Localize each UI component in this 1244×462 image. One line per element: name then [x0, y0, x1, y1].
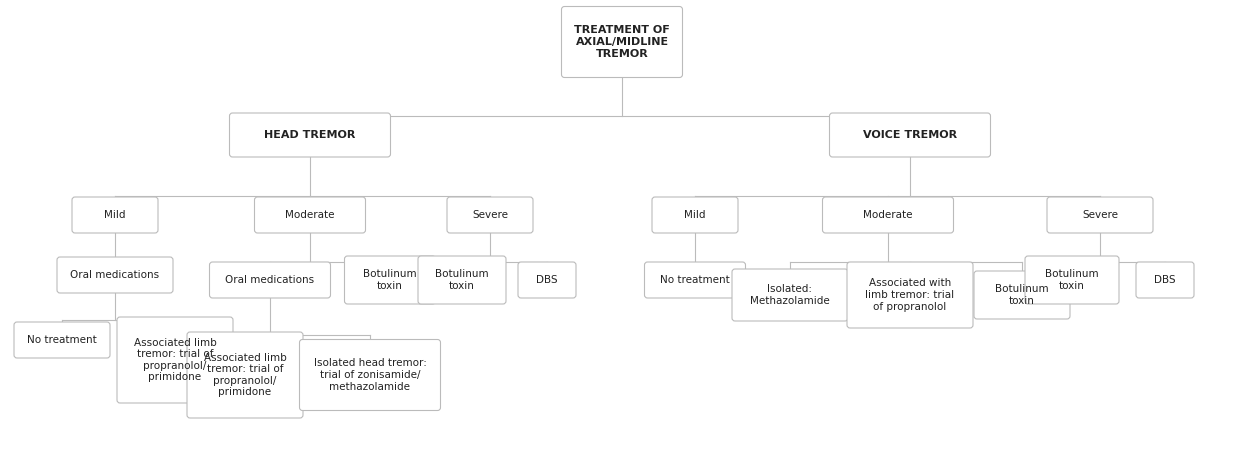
FancyBboxPatch shape	[847, 262, 973, 328]
FancyBboxPatch shape	[209, 262, 331, 298]
Text: No treatment: No treatment	[27, 335, 97, 345]
Text: Mild: Mild	[684, 210, 705, 220]
FancyBboxPatch shape	[229, 113, 391, 157]
Text: Isolated head tremor:
trial of zonisamide/
methazolamide: Isolated head tremor: trial of zonisamid…	[313, 359, 427, 392]
Text: Moderate: Moderate	[285, 210, 335, 220]
Text: Associated with
limb tremor: trial
of propranolol: Associated with limb tremor: trial of pr…	[866, 279, 954, 311]
FancyBboxPatch shape	[652, 197, 738, 233]
Text: Moderate: Moderate	[863, 210, 913, 220]
FancyBboxPatch shape	[345, 256, 435, 304]
Text: Botulinum
toxin: Botulinum toxin	[435, 269, 489, 291]
Text: No treatment: No treatment	[661, 275, 730, 285]
Text: Oral medications: Oral medications	[71, 270, 159, 280]
FancyBboxPatch shape	[187, 332, 304, 418]
FancyBboxPatch shape	[644, 262, 745, 298]
FancyBboxPatch shape	[300, 340, 440, 411]
Text: Oral medications: Oral medications	[225, 275, 315, 285]
FancyBboxPatch shape	[561, 6, 683, 78]
FancyBboxPatch shape	[1025, 256, 1120, 304]
FancyBboxPatch shape	[255, 197, 366, 233]
FancyBboxPatch shape	[57, 257, 173, 293]
Text: Associated limb
tremor: trial of
propranolol/
primidone: Associated limb tremor: trial of propran…	[204, 353, 286, 397]
FancyBboxPatch shape	[974, 271, 1070, 319]
Text: Isolated:
Methazolamide: Isolated: Methazolamide	[750, 284, 830, 306]
Text: TREATMENT OF
AXIAL/MIDLINE
TREMOR: TREATMENT OF AXIAL/MIDLINE TREMOR	[575, 25, 669, 59]
FancyBboxPatch shape	[418, 256, 506, 304]
Text: DBS: DBS	[536, 275, 557, 285]
Text: VOICE TREMOR: VOICE TREMOR	[863, 130, 957, 140]
FancyBboxPatch shape	[117, 317, 233, 403]
Text: Severe: Severe	[1082, 210, 1118, 220]
FancyBboxPatch shape	[518, 262, 576, 298]
FancyBboxPatch shape	[1047, 197, 1153, 233]
Text: Associated limb
tremor: trial of
propranolol/
primidone: Associated limb tremor: trial of propran…	[133, 338, 216, 383]
Text: Severe: Severe	[471, 210, 508, 220]
Text: Botulinum
toxin: Botulinum toxin	[363, 269, 417, 291]
Text: DBS: DBS	[1154, 275, 1176, 285]
Text: Mild: Mild	[104, 210, 126, 220]
FancyBboxPatch shape	[447, 197, 532, 233]
FancyBboxPatch shape	[14, 322, 109, 358]
FancyBboxPatch shape	[731, 269, 848, 321]
FancyBboxPatch shape	[830, 113, 990, 157]
FancyBboxPatch shape	[72, 197, 158, 233]
FancyBboxPatch shape	[1136, 262, 1194, 298]
Text: Botulinum
toxin: Botulinum toxin	[995, 284, 1049, 306]
Text: Botulinum
toxin: Botulinum toxin	[1045, 269, 1098, 291]
FancyBboxPatch shape	[822, 197, 953, 233]
Text: HEAD TREMOR: HEAD TREMOR	[264, 130, 356, 140]
